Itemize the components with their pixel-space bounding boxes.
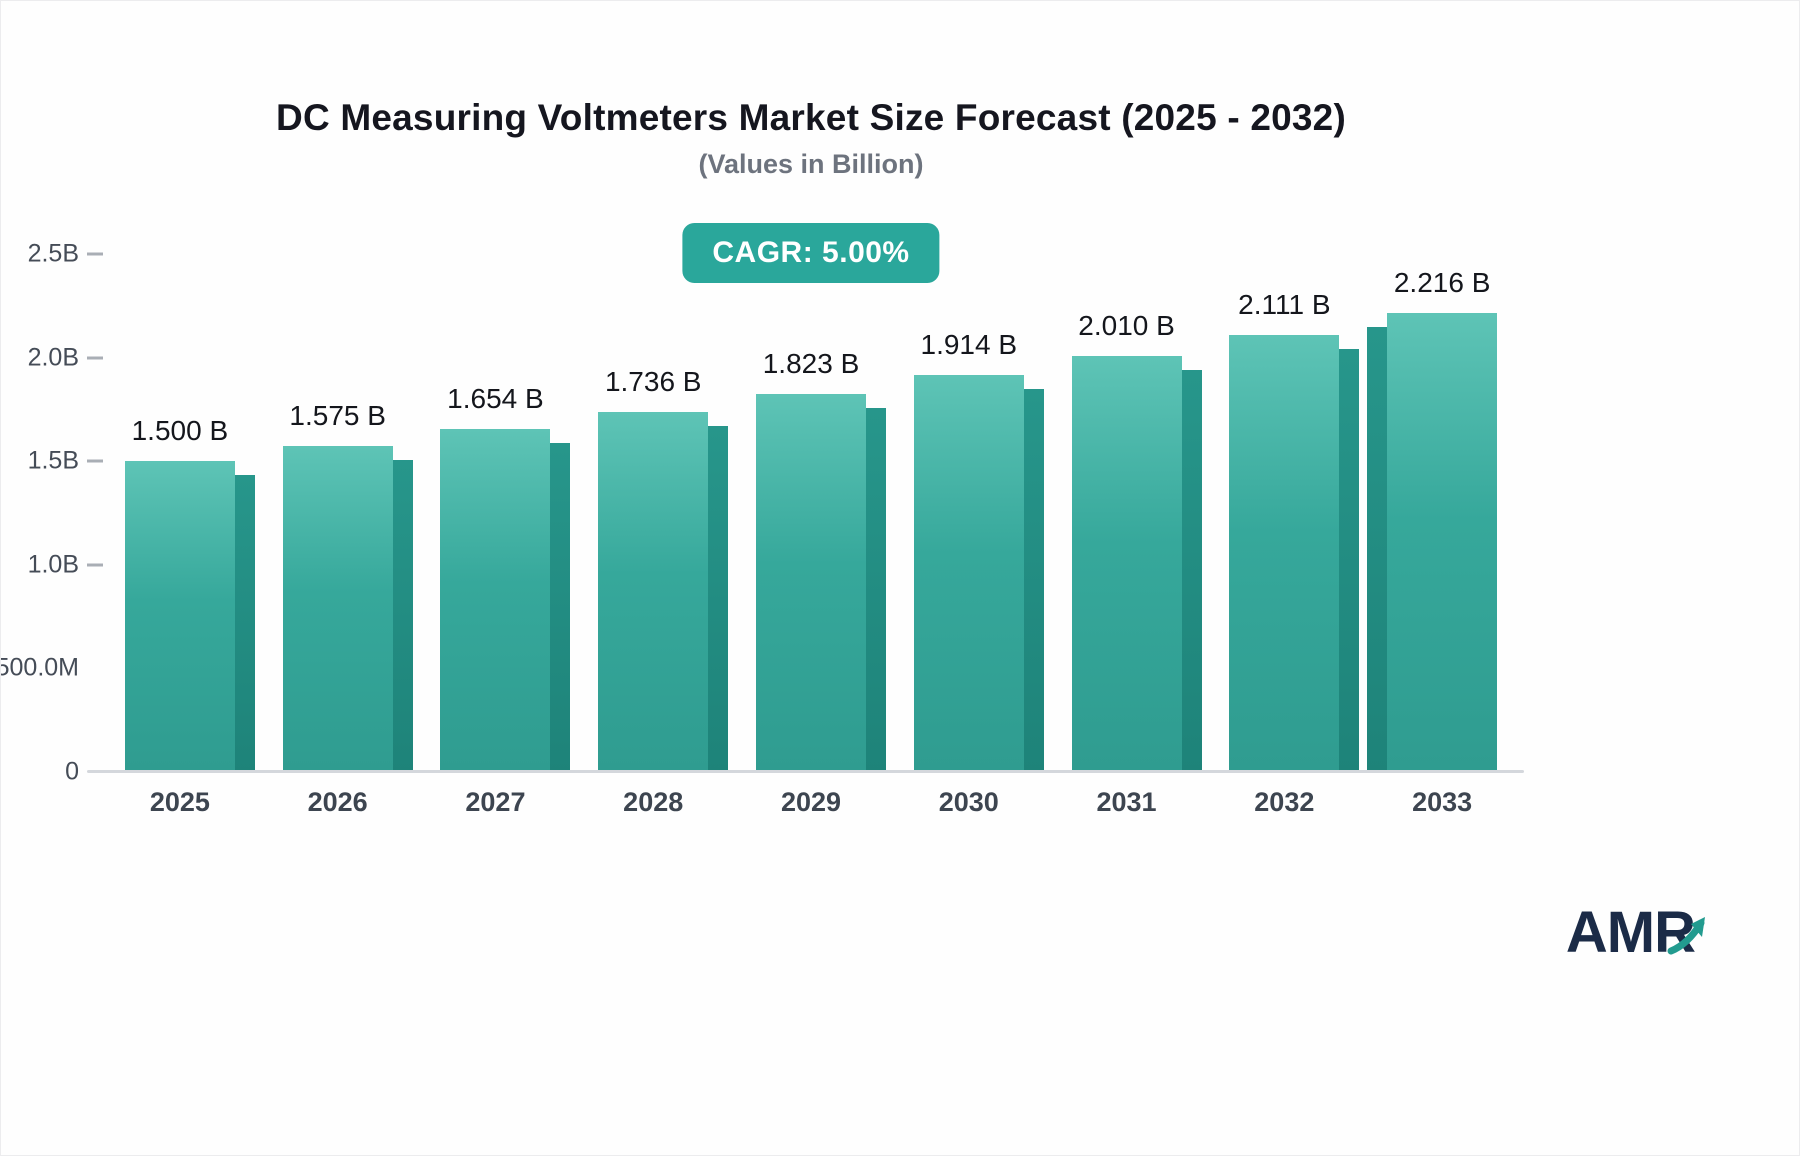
bar-value-label: 2.010 B [1078,310,1175,341]
bar-2031 [1071,356,1202,772]
y-tick-label-0: 0 [65,757,79,786]
y-tick-dash [87,356,103,360]
y-tick-dash [87,459,103,463]
bar-side-face [1367,327,1388,772]
bar-side-face [550,443,571,772]
x-axis-label-2029: 2029 [780,787,842,817]
bar-side-face [234,475,255,772]
bar-value-label: 1.736 B [604,366,702,397]
y-tick-dash [87,252,103,256]
bar-value-label: 2.216 B [1393,267,1491,298]
bar-main-face [756,394,866,772]
y-tick-label-2.5B: 2.5B [27,239,79,268]
x-axis: 2025 2026 2027 2028 2029 2030 2031 2032 2033 [101,773,1521,833]
x-axis-label-2031: 2031 [1096,787,1157,817]
bar-side-face [708,426,729,772]
bar-2029 [756,394,886,772]
x-axis-baseline [87,770,1524,773]
chart-title: DC Measuring Voltmeters Market Size Fore… [276,97,1346,138]
y-tick-label-2.0B: 2.0B [27,343,79,372]
x-axis-label-2033: 2033 [1412,787,1473,817]
bar-value-label: 2.111 B [1238,289,1331,320]
cagr-badge: CAGR: 5.00% [682,223,940,283]
bar-main-face [440,429,551,772]
x-axis-label-2030: 2030 [938,787,999,817]
bar-2025 [124,461,255,772]
bar-value-label: 1.575 B [289,400,386,431]
bar-2033 [1367,313,1498,772]
bar-side-face [1023,389,1044,772]
bar-main-face [598,412,709,772]
y-axis: 2.5B 2.0B 1.5B 1.0B 500.0M 0 [0,240,103,786]
bar-value-label: 1.500 B [131,415,229,446]
bar-main-face [1387,313,1498,772]
bar-main-face [282,446,393,772]
bar-main-face [1071,356,1182,772]
x-axis-label-2027: 2027 [465,787,526,817]
bar-2027 [440,429,571,772]
x-axis-label-2026: 2026 [307,787,368,817]
bar-2026 [282,446,413,772]
bar-value-label: 1.823 B [762,348,860,379]
amr-logo-text: AMR [1565,900,1696,965]
bar-value-label: 1.914 B [920,329,1018,360]
x-axis-label-2028: 2028 [623,787,684,817]
growth-arrow-icon [1667,916,1705,954]
bar-2032 [1229,335,1360,772]
x-axis-label-2025: 2025 [149,787,210,817]
bar-side-face [866,408,886,772]
bar-main-face [1229,335,1340,772]
plot-area: 1.500 B 1.575 B 1.654 B 1.736 B 1.823 B 1.914… [101,254,1521,772]
y-tick-label-1.5B: 1.5B [27,446,79,475]
y-tick-label-1.0B: 1.0B [27,550,79,579]
bar-value-label: 1.654 B [447,383,544,414]
amr-logo: AMR [1566,899,1713,966]
bar-side-face [1339,349,1360,772]
y-tick-dash [87,563,103,567]
bar-side-face [1181,370,1202,772]
bar-2028 [598,412,729,772]
bar-2030 [913,375,1044,772]
bar-main-face [124,461,235,772]
bar-main-face [913,375,1024,772]
y-tick-label-500.0M: 500.0M [0,653,79,682]
bar-side-face [392,460,413,772]
chart-subtitle: (Values in Billion) [698,149,924,179]
x-axis-label-2032: 2032 [1254,787,1315,817]
